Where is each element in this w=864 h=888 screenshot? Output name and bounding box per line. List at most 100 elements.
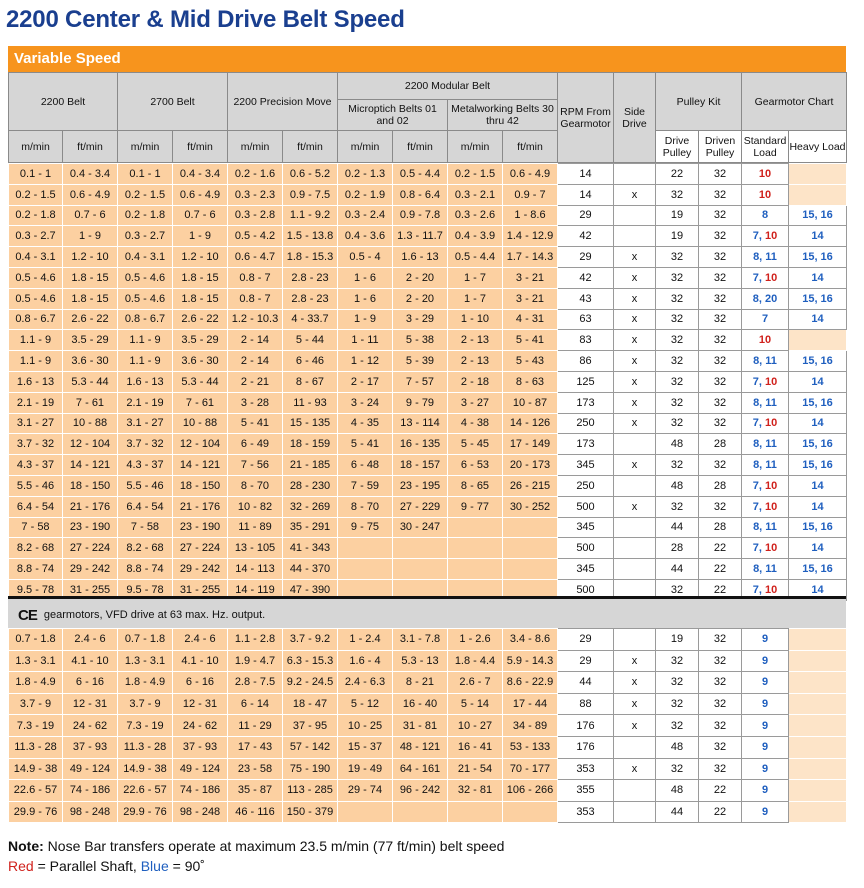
drive-pulley-cell: 32 <box>655 649 699 673</box>
speed-cell: 12 - 104 <box>62 433 118 456</box>
speed-cell: 0.1 - 1 <box>117 163 173 185</box>
driven-pulley-cell: 32 <box>698 454 742 476</box>
speed-cell: 4 - 31 <box>502 308 558 331</box>
driven-pulley-cell: 32 <box>698 308 742 331</box>
side-drive-cell <box>613 578 656 601</box>
speed-cell: 21 - 176 <box>62 495 118 518</box>
gearmotor-ref: 9 <box>761 806 769 819</box>
gearmotor-ref: 15, 16 <box>802 251 833 264</box>
drive-pulley-cell: 32 <box>655 308 699 331</box>
speed-cell: 1.6 - 13 <box>117 370 173 393</box>
speed-cell <box>392 800 448 824</box>
speed-cell: 15 - 135 <box>282 412 338 435</box>
standard-load-cell: 8, 11 <box>741 246 789 268</box>
side-drive-cell: x <box>613 714 656 737</box>
speed-cell: 1.8 - 15.3 <box>282 246 338 268</box>
gearmotor-ref: 10 <box>764 375 778 388</box>
speed-cell: 0.8 - 7 <box>227 266 283 289</box>
speed-cell: 17 - 44 <box>502 692 558 716</box>
standard-load-cell: 8, 11 <box>741 391 789 414</box>
speed-cell: 9 - 79 <box>392 391 448 414</box>
gearmotor-ref: 8, 11 <box>753 438 777 451</box>
speed-cell: 3.7 - 9 <box>8 692 63 716</box>
speed-cell: 18 - 150 <box>172 474 228 497</box>
rpm-cell: 176 <box>557 714 614 737</box>
side-drive-cell: x <box>613 350 656 372</box>
standard-load-cell: 7, 10 <box>741 412 789 435</box>
driven-pulley-cell: 32 <box>698 246 742 268</box>
speed-cell <box>502 516 558 539</box>
speed-cell <box>337 558 393 580</box>
driven-pulley-cell: 32 <box>698 287 742 310</box>
standard-load-cell: 8, 11 <box>741 454 789 476</box>
standard-load-cell: 8 <box>741 204 789 227</box>
speed-cell <box>337 578 393 601</box>
speed-cell: 2.4 - 6 <box>172 628 228 651</box>
table-row: 0.2 - 1.5 0.6 - 4.9 0.2 - 1.5 0.6 - 4.9 0.3 … <box>8 183 847 206</box>
driven-pulley-cell: 32 <box>698 735 742 759</box>
header-heavy-load: Heavy Load <box>788 130 847 163</box>
speed-cell: 2.1 - 19 <box>8 391 63 414</box>
drive-pulley-cell: 32 <box>655 246 699 268</box>
speed-cell: 0.8 - 6.4 <box>392 183 448 206</box>
ce-mark-icon: CE <box>18 607 38 624</box>
speed-cell: 4.3 - 37 <box>117 454 173 476</box>
drive-pulley-cell: 48 <box>655 433 699 456</box>
speed-cell: 6 - 16 <box>172 671 228 694</box>
speed-cell: 1.1 - 9 <box>8 350 63 372</box>
speed-cell: 3.1 - 27 <box>117 412 173 435</box>
driven-pulley-cell: 28 <box>698 433 742 456</box>
speed-cell: 6 - 46 <box>282 350 338 372</box>
speed-cell: 1.7 - 14.3 <box>502 246 558 268</box>
speed-cell: 49 - 124 <box>62 757 118 781</box>
rpm-cell: 86 <box>557 350 614 372</box>
drive-pulley-cell: 44 <box>655 800 699 824</box>
heavy-load-cell: 14 <box>788 308 847 331</box>
gearmotor-ref: 8, 11 <box>753 355 777 368</box>
speed-cell: 2.8 - 23 <box>282 287 338 310</box>
standard-load-cell: 7, 10 <box>741 266 789 289</box>
heavy-load-cell: 14 <box>788 225 847 248</box>
driven-pulley-cell: 32 <box>698 266 742 289</box>
side-drive-cell: x <box>613 495 656 518</box>
side-drive-cell: x <box>613 308 656 331</box>
gearmotor-ref: 10 <box>764 542 778 555</box>
gearmotor-ref: 15, 16 <box>802 209 833 222</box>
speed-cell: 3.7 - 32 <box>8 433 63 456</box>
gearmotor-ref: 8 <box>761 209 769 222</box>
speed-cell: 3 - 29 <box>392 308 448 331</box>
table-row: 0.5 - 4.6 1.8 - 15 0.5 - 4.6 1.8 - 15 0.8 - … <box>8 266 847 289</box>
rpm-cell: 345 <box>557 454 614 476</box>
driven-pulley-cell: 32 <box>698 391 742 414</box>
drive-pulley-cell: 32 <box>655 391 699 414</box>
speed-cell: 48 - 121 <box>392 735 448 759</box>
driven-pulley-cell: 22 <box>698 800 742 824</box>
rpm-cell: 83 <box>557 329 614 352</box>
side-drive-cell <box>613 558 656 580</box>
speed-cell: 17 - 43 <box>227 735 283 759</box>
standard-load-cell: 7, 10 <box>741 578 789 601</box>
rpm-cell: 500 <box>557 578 614 601</box>
standard-load-cell: 9 <box>741 735 789 759</box>
header-modular-belt: 2200 Modular Belt <box>337 72 558 100</box>
side-drive-cell <box>613 474 656 497</box>
heavy-load-cell <box>788 628 847 651</box>
table-row: 0.1 - 1 0.4 - 3.4 0.1 - 1 0.4 - 3.4 0.2 - 1.… <box>8 163 847 185</box>
speed-cell: 5.3 - 13 <box>392 649 448 673</box>
speed-cell: 3.7 - 9 <box>117 692 173 716</box>
drive-pulley-cell: 32 <box>655 495 699 518</box>
speed-cell: 1.2 - 10 <box>62 246 118 268</box>
driven-pulley-cell: 28 <box>698 516 742 539</box>
rpm-cell: 355 <box>557 779 614 802</box>
speed-cell: 7 - 58 <box>8 516 63 539</box>
driven-pulley-cell: 32 <box>698 350 742 372</box>
table-row: 5.5 - 46 18 - 150 5.5 - 46 18 - 150 8 - 70 28… <box>8 474 847 497</box>
speed-cell: 5 - 41 <box>227 412 283 435</box>
heavy-load-cell: 15, 16 <box>788 433 847 456</box>
drive-pulley-cell: 44 <box>655 516 699 539</box>
speed-cell: 1.5 - 13.8 <box>282 225 338 248</box>
speed-cell: 37 - 93 <box>172 735 228 759</box>
side-drive-cell: x <box>613 692 656 716</box>
driven-pulley-cell: 32 <box>698 649 742 673</box>
speed-cell: 1.6 - 13 <box>392 246 448 268</box>
